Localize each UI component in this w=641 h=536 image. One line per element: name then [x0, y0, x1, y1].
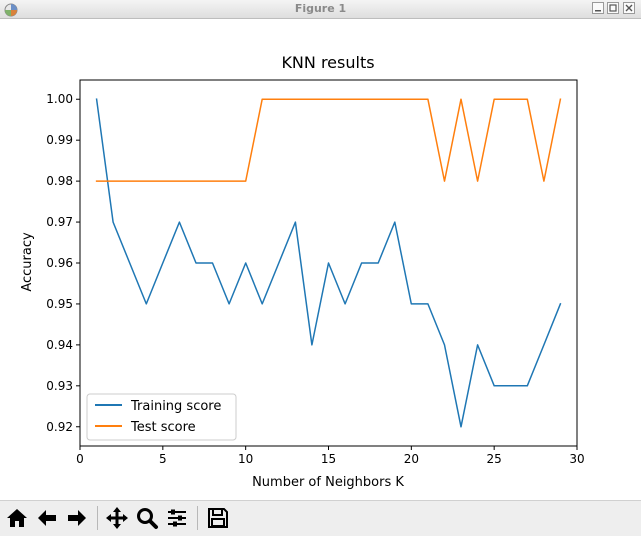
x-axis-label: Number of Neighbors K: [252, 475, 404, 490]
forward-button[interactable]: [63, 504, 91, 532]
minimize-icon: [595, 10, 601, 12]
y-tick-label: 0.98: [46, 174, 73, 188]
y-tick-label: 0.95: [46, 297, 73, 311]
x-tick-label: 20: [404, 452, 419, 466]
maximize-button[interactable]: [607, 2, 619, 14]
app-icon: [4, 2, 18, 17]
toolbar-separator: [197, 506, 198, 530]
move-icon: [106, 507, 128, 529]
series-line-training-score: [95, 98, 562, 428]
maximize-icon: [609, 4, 617, 12]
y-tick-label: 0.92: [46, 420, 73, 434]
close-button[interactable]: [623, 2, 635, 14]
legend-box: [86, 393, 237, 441]
x-tick-label: 5: [159, 452, 167, 466]
y-tick-label: 1.00: [46, 92, 73, 106]
y-tick-label: 0.96: [46, 256, 73, 270]
window-title: Figure 1: [294, 2, 347, 15]
pan-button[interactable]: [103, 504, 131, 532]
y-tick-label: 0.97: [46, 215, 73, 229]
y-axis-label: Accuracy: [20, 232, 35, 292]
y-tick-label: 0.94: [46, 338, 73, 352]
y-tick-label: 0.99: [46, 133, 73, 147]
magnifier-icon: [137, 508, 158, 529]
sliders-icon: [168, 509, 186, 527]
chart-title: KNN results: [281, 53, 374, 72]
navigation-toolbar: [0, 500, 641, 536]
x-tick-label: 10: [238, 452, 253, 466]
legend-label-training: Training score: [130, 399, 221, 414]
x-tick-label: 25: [487, 452, 502, 466]
window-title-bar[interactable]: Figure 1: [0, 0, 641, 19]
x-tick-label: 30: [569, 452, 584, 466]
arrow-right-icon: [68, 510, 86, 526]
knn-chart: 0 5 10 15 20 25 30 0.92 0.93 0.94 0.95 0.96 0.97 0.98…: [20, 53, 585, 490]
toolbar-separator: [97, 506, 98, 530]
floppy-disk-icon: [208, 508, 228, 528]
zoom-button[interactable]: [133, 504, 161, 532]
home-button[interactable]: [3, 504, 31, 532]
y-tick-label: 0.93: [46, 379, 73, 393]
configure-subplots-button[interactable]: [163, 504, 191, 532]
back-button[interactable]: [33, 504, 61, 532]
series-line-test-score: [95, 98, 562, 182]
figure-canvas[interactable]: 0 5 10 15 20 25 30 0.92 0.93 0.94 0.95 0.96 0.97 0.98…: [0, 19, 641, 500]
x-tick-label: 15: [321, 452, 336, 466]
legend: Training score Test score: [86, 393, 237, 441]
arrow-left-icon: [38, 510, 56, 526]
close-icon: [625, 4, 633, 12]
save-button[interactable]: [204, 504, 232, 532]
legend-label-test: Test score: [130, 420, 196, 435]
home-icon: [7, 509, 27, 527]
x-tick-label: 0: [76, 452, 84, 466]
minimize-button[interactable]: [592, 2, 604, 14]
